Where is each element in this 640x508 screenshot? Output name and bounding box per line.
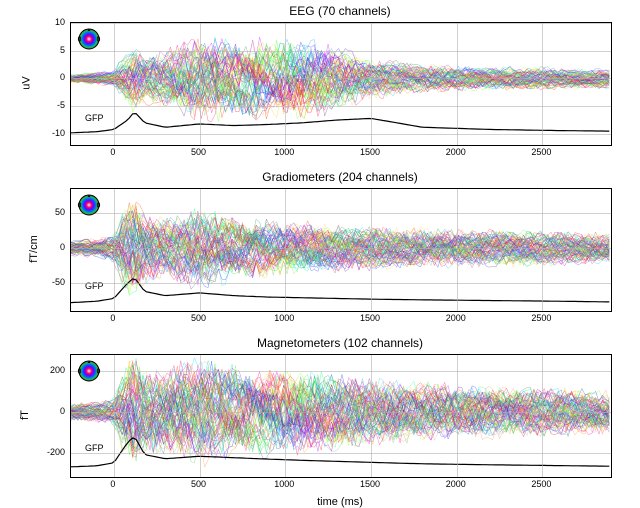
x-tick: 500 xyxy=(191,476,206,489)
gridline xyxy=(371,355,372,477)
x-tick: 500 xyxy=(191,310,206,323)
gridline xyxy=(457,23,458,145)
x-tick: 500 xyxy=(191,144,206,157)
gridline xyxy=(457,189,458,311)
panel-title: Magnetometers (102 channels) xyxy=(70,336,610,350)
gridline xyxy=(71,248,611,249)
x-tick: 2000 xyxy=(446,476,466,489)
gridline xyxy=(71,106,611,107)
x-tick: 1000 xyxy=(274,310,294,323)
x-tick: 2000 xyxy=(446,310,466,323)
y-tick: 0 xyxy=(30,72,70,82)
panel-mag: Magnetometers (102 channels) fT GFP time… xyxy=(70,354,610,476)
panel-title: EEG (70 channels) xyxy=(70,4,610,18)
gridline xyxy=(71,51,611,52)
gridline xyxy=(71,283,611,284)
panel-grad: Gradiometers (204 channels) fT/cm GFP -5… xyxy=(70,188,610,310)
gridline xyxy=(285,23,286,145)
figure: EEG (70 channels) uV GFP -10-50510050010… xyxy=(0,0,640,500)
trace-canvas xyxy=(71,355,611,477)
gridline xyxy=(285,189,286,311)
gridline xyxy=(71,412,611,413)
gfp-label: GFP xyxy=(85,113,104,123)
y-tick: -50 xyxy=(30,277,70,287)
gridline xyxy=(71,371,611,372)
trace-canvas xyxy=(71,189,611,311)
x-tick: 0 xyxy=(110,144,115,157)
gridline xyxy=(71,134,611,135)
gfp-label: GFP xyxy=(85,443,104,453)
gridline xyxy=(71,23,611,24)
y-tick: 0 xyxy=(30,406,70,416)
gridline xyxy=(457,355,458,477)
gridline xyxy=(200,189,201,311)
y-tick: -5 xyxy=(30,100,70,110)
x-tick: 1500 xyxy=(360,144,380,157)
gridline xyxy=(71,213,611,214)
gridline xyxy=(542,189,543,311)
gridline xyxy=(371,23,372,145)
gridline xyxy=(71,78,611,79)
y-tick: 0 xyxy=(30,242,70,252)
x-tick: 2000 xyxy=(446,144,466,157)
topomap-icon xyxy=(77,193,101,217)
y-tick: 200 xyxy=(30,365,70,375)
y-tick: 50 xyxy=(30,207,70,217)
plot-area: GFP xyxy=(70,22,612,146)
topomap-icon xyxy=(77,27,101,51)
y-tick: -200 xyxy=(30,447,70,457)
gridline xyxy=(200,23,201,145)
x-tick: 1500 xyxy=(360,476,380,489)
x-tick: 1000 xyxy=(274,476,294,489)
trace-canvas xyxy=(71,23,611,145)
panel-eeg: EEG (70 channels) uV GFP -10-50510050010… xyxy=(70,22,610,144)
y-tick: 5 xyxy=(30,45,70,55)
gridline xyxy=(542,355,543,477)
panel-title: Gradiometers (204 channels) xyxy=(70,170,610,184)
x-tick: 2500 xyxy=(531,476,551,489)
x-tick: 1000 xyxy=(274,144,294,157)
gridline xyxy=(542,23,543,145)
x-tick: 2500 xyxy=(531,144,551,157)
gridline xyxy=(114,189,115,311)
gridline xyxy=(285,355,286,477)
y-tick: -10 xyxy=(30,128,70,138)
x-axis-label: time (ms) xyxy=(70,496,610,508)
x-tick: 1500 xyxy=(360,310,380,323)
gridline xyxy=(371,189,372,311)
gridline xyxy=(71,453,611,454)
gridline xyxy=(114,23,115,145)
plot-area: GFP xyxy=(70,188,612,312)
plot-area: GFP xyxy=(70,354,612,478)
x-tick: 2500 xyxy=(531,310,551,323)
x-tick: 0 xyxy=(110,476,115,489)
gridline xyxy=(200,355,201,477)
x-tick: 0 xyxy=(110,310,115,323)
topomap-icon xyxy=(77,359,101,383)
gridline xyxy=(114,355,115,477)
y-tick: 10 xyxy=(30,17,70,27)
